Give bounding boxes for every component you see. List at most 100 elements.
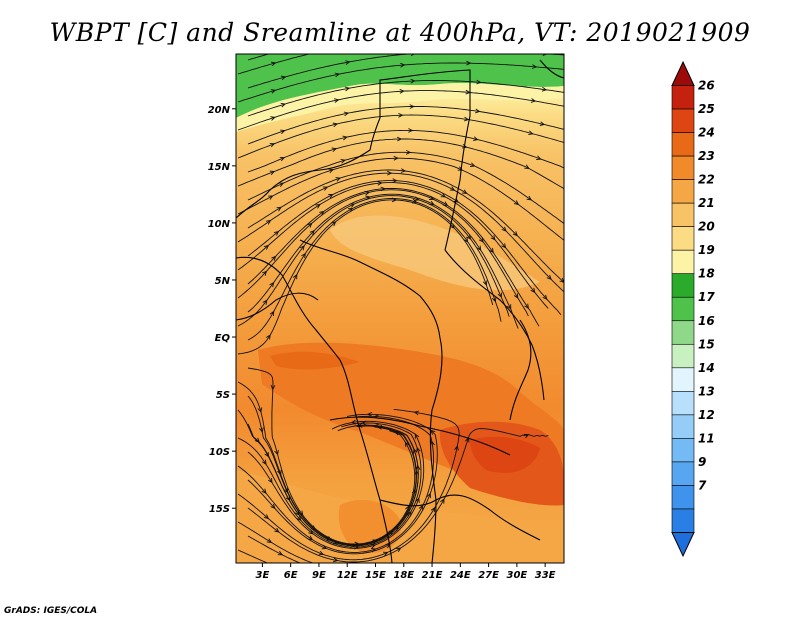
streamline-arrow — [392, 178, 398, 183]
streamline-arrow — [396, 136, 403, 142]
streamline-arrow — [292, 273, 298, 280]
streamline-arrow — [270, 384, 276, 391]
streamline — [237, 521, 315, 563]
chart-title: WBPT [C] and Sreamline at 400hPa, VT: 20… — [50, 18, 751, 47]
streamline-arrow — [318, 550, 325, 556]
streamline-arrow — [524, 164, 530, 170]
streamline — [247, 106, 564, 145]
x-tick-label: 30E — [506, 570, 527, 581]
y-axis: 20N 15N 10N 5N EQ 5S 10S 15S — [208, 105, 236, 515]
streamline-arrow — [528, 130, 534, 136]
streamline-arrow — [391, 197, 398, 203]
colorbar-label: 20 — [698, 220, 715, 234]
streamline-arrow — [454, 445, 459, 451]
streamline-arrow — [332, 557, 339, 563]
streamline-arrow — [466, 60, 472, 66]
streamline-arrow — [530, 98, 537, 103]
streamline — [237, 172, 564, 293]
x-tick-label: 24E — [450, 570, 471, 581]
streamline-arrow — [482, 280, 488, 286]
streamline-arrow — [299, 245, 305, 251]
streamline-arrow — [497, 292, 502, 299]
streamline-arrow — [276, 206, 282, 212]
streamline-arrow — [332, 122, 339, 128]
streamline-arrow — [414, 433, 420, 439]
streamline-arrow — [334, 72, 341, 78]
streamline — [237, 62, 564, 103]
colorbar-band — [671, 367, 695, 392]
streamline-arrow — [416, 446, 421, 453]
streamline-arrow — [404, 441, 410, 448]
streamline-arrow — [377, 180, 383, 186]
streamline-arrow — [266, 219, 272, 225]
streamline-arrow — [430, 506, 436, 513]
streamline-arrow — [440, 192, 447, 198]
country-borders — [236, 59, 564, 563]
colorbar-label: 15 — [698, 337, 715, 351]
streamline-arrow — [274, 527, 280, 533]
colorbar-label: 25 — [698, 102, 715, 116]
streamline-arrow — [396, 547, 402, 553]
colorbar-label: 17 — [698, 290, 715, 304]
x-tick-label: 33E — [535, 570, 556, 581]
wbpt-20-tongue — [330, 215, 540, 291]
streamline-arrow — [278, 182, 285, 187]
colorbar-band — [671, 343, 695, 369]
streamline-arrow — [283, 487, 289, 494]
streamline-arrow — [398, 112, 404, 118]
streamline-arrow — [541, 86, 548, 92]
streamline-arrow — [262, 299, 268, 305]
streamline — [247, 423, 419, 547]
streamline-arrow — [506, 304, 512, 310]
streamline-arrow — [542, 294, 548, 300]
streamline — [247, 428, 549, 563]
streamline-arrow — [426, 492, 432, 499]
streamline-arrow — [449, 223, 455, 229]
streamline-arrow — [331, 147, 338, 153]
colorbar-label: 26 — [698, 79, 715, 93]
colorbar-band — [671, 108, 695, 133]
streamline-arrow — [415, 497, 420, 503]
streamline-arrow — [530, 287, 536, 294]
streamline-arrow — [266, 538, 273, 543]
colorbar-label: 11 — [698, 431, 715, 445]
wbpt-24-patch — [470, 436, 540, 474]
streamline-arrow — [266, 334, 271, 340]
streamline-arrow — [501, 226, 507, 232]
streamline — [247, 54, 271, 61]
streamline-arrow — [440, 498, 445, 504]
streamline-arrow — [473, 136, 479, 141]
streamline-arrow — [264, 452, 270, 458]
streamline-arrow — [280, 75, 287, 81]
colorbar-label: 23 — [698, 149, 715, 163]
streamline — [247, 151, 564, 225]
streamline-arrow — [319, 210, 325, 216]
x-tick-label: 18E — [393, 570, 414, 581]
streamline-arrow — [412, 448, 418, 454]
streamline — [247, 180, 562, 316]
x-tick-label: 9E — [312, 570, 326, 581]
streamline-arrow — [267, 477, 273, 484]
colorbar-label: 13 — [698, 384, 715, 398]
streamline-arrow — [331, 221, 337, 227]
x-tick-label: 27E — [478, 570, 499, 581]
streamline-arrow — [476, 245, 482, 251]
streamline-arrow — [382, 551, 389, 557]
wbpt-21-south — [236, 470, 564, 563]
y-tick-label: 20N — [208, 105, 231, 116]
streamline-arrow — [315, 203, 321, 209]
streamline-arrow — [366, 411, 373, 417]
streamline-arrow — [477, 50, 481, 54]
streamline-arrow — [385, 543, 391, 549]
streamline-arrow — [277, 469, 282, 476]
colorbar-band — [671, 85, 695, 110]
colorbar-label: 19 — [698, 243, 715, 257]
streamline-arrow — [531, 64, 538, 69]
colorbar-band — [671, 226, 695, 251]
streamline-arrow — [478, 237, 484, 243]
colorbar-label: 18 — [698, 267, 715, 281]
colorbar-band — [671, 202, 695, 227]
streamline-arrow — [269, 142, 276, 148]
streamline-arrow — [491, 297, 497, 303]
